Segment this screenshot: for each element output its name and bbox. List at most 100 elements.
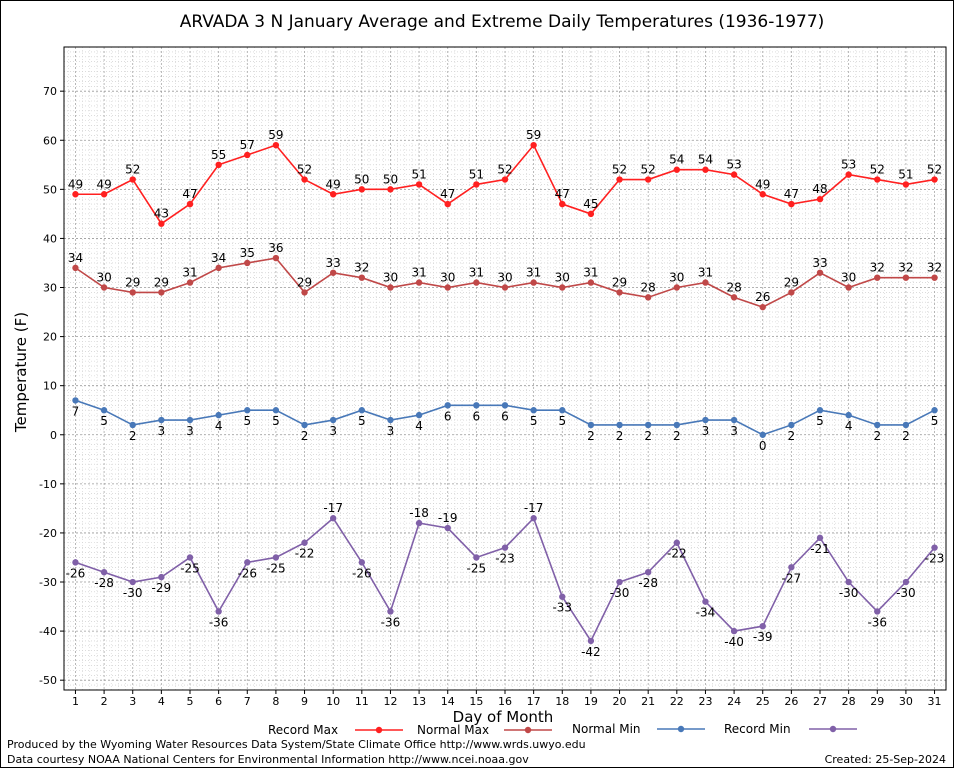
data-label: -25 [266, 561, 286, 575]
data-label: -30 [610, 586, 630, 600]
data-point [501, 176, 509, 183]
series-normal-max: 34 30 29 29 31 34 35 36 29 33 32 30 31 30 31 30 31 30 31 29… [68, 241, 942, 311]
data-label: 5 [931, 414, 939, 428]
data-label: -27 [782, 571, 802, 585]
data-label: 7 [72, 404, 80, 418]
data-label: 53 [726, 158, 741, 172]
data-point [72, 397, 79, 404]
data-point [72, 264, 79, 272]
data-point [759, 431, 766, 438]
data-label: -30 [896, 586, 916, 600]
data-point [644, 176, 652, 183]
data-label: 2 [788, 429, 796, 443]
x-tick-label: 8 [272, 695, 279, 708]
data-label: 52 [612, 163, 627, 177]
data-point [415, 411, 423, 419]
footer-produced-by: Produced by the Wyoming Water Resources … [7, 738, 586, 751]
data-label: 2 [673, 429, 681, 443]
series-record-max: 49 49 52 43 47 55 57 59 52 49 50 50 51 47 51 52 59 47 45 52… [68, 128, 942, 227]
data-point [702, 416, 709, 424]
legend-item: Normal Max [417, 723, 552, 737]
x-tick-label: 13 [412, 695, 426, 708]
data-point [444, 284, 451, 291]
legend-swatch-marker [829, 725, 837, 733]
data-point [902, 181, 910, 188]
data-point [874, 176, 881, 183]
data-point [215, 264, 222, 272]
data-label: 52 [125, 163, 140, 177]
data-label: 49 [755, 177, 770, 191]
data-label: 51 [411, 167, 426, 181]
data-label: -22 [295, 547, 315, 561]
data-point [673, 284, 681, 291]
data-point [301, 539, 308, 546]
x-tick-label: 15 [469, 695, 483, 708]
x-tick-label: 28 [842, 695, 856, 708]
footer-data-courtesy: Data courtesy NOAA National Centers for … [7, 753, 529, 766]
data-point [616, 578, 623, 586]
data-label: 3 [730, 424, 738, 438]
x-tick-label: 5 [187, 695, 194, 708]
data-label: -28 [638, 576, 658, 590]
x-tick-label: 1 [72, 695, 79, 708]
data-label: 5 [558, 414, 566, 428]
data-point [931, 176, 938, 183]
y-tick-label: 50 [43, 183, 57, 196]
data-label: 34 [68, 251, 83, 265]
data-point [358, 559, 366, 566]
data-label: 2 [129, 429, 137, 443]
data-point [387, 284, 394, 291]
data-point [730, 294, 738, 301]
data-label: 29 [784, 275, 799, 289]
data-point [616, 289, 623, 296]
x-tick-label: 12 [383, 695, 397, 708]
data-label: -42 [581, 645, 601, 659]
data-point [845, 171, 852, 178]
data-label: 29 [154, 275, 169, 289]
data-point [874, 608, 881, 615]
data-label: 52 [641, 163, 656, 177]
data-point [473, 181, 480, 188]
data-label: -26 [352, 566, 372, 580]
data-label: 47 [555, 187, 570, 201]
data-point [530, 407, 537, 414]
series-record-min: -26-28-30 -29-25-36-26 -25-22-17-26-36-18-… [66, 501, 945, 659]
data-label: 2 [873, 429, 881, 443]
data-point [100, 407, 108, 414]
data-label: 5 [816, 414, 824, 428]
data-point [616, 176, 623, 183]
data-point [644, 421, 652, 429]
data-label: 3 [186, 424, 194, 438]
data-point [72, 559, 79, 566]
data-label: 49 [68, 177, 83, 191]
data-label: 3 [329, 424, 337, 438]
data-label: 31 [469, 266, 484, 280]
y-tick-label: 70 [43, 85, 57, 98]
data-label: 30 [555, 271, 570, 285]
x-tick-label: 11 [355, 695, 369, 708]
data-label: 31 [182, 266, 197, 280]
data-label: -23 [925, 552, 945, 566]
data-label: 6 [501, 409, 509, 423]
y-tick-label: 10 [43, 380, 57, 393]
data-label: 2 [644, 429, 652, 443]
data-label: 5 [100, 414, 108, 428]
series-normal-min: 7 5 2 3 3 4 5 5 2 3 5 3 4 6 6 6 5 5 2 2 2 2 3 3 0 2 5 4 2 2 5 [72, 397, 939, 453]
data-label: -28 [94, 576, 114, 590]
data-point [931, 407, 938, 414]
data-point [874, 421, 881, 429]
data-label: 49 [96, 177, 111, 191]
data-label: 47 [440, 187, 455, 201]
data-point [587, 637, 595, 645]
data-point [530, 515, 537, 522]
data-label: 29 [125, 275, 140, 289]
data-label: 6 [473, 409, 481, 423]
data-label: 28 [641, 280, 656, 294]
data-point [673, 539, 681, 546]
data-point [759, 191, 766, 198]
data-point [301, 176, 308, 183]
x-tick-label: 18 [555, 695, 569, 708]
y-tick-label: -30 [39, 576, 57, 589]
data-label: 33 [812, 256, 827, 270]
